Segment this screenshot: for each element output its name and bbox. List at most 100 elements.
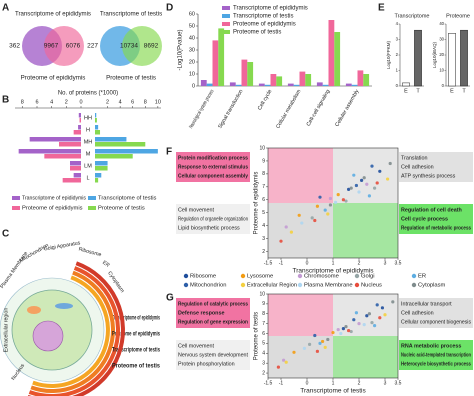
point <box>310 216 314 220</box>
annotation-box <box>399 152 473 182</box>
point <box>321 339 325 344</box>
legend-swatch <box>88 206 96 210</box>
annotation: Lipid biosynthetic process <box>178 225 240 231</box>
annotation-box <box>176 298 250 328</box>
x-tick-label: 0 <box>306 380 309 386</box>
y-tick-label: 3 <box>262 236 265 242</box>
venn-count: 227 <box>87 43 98 50</box>
point <box>378 316 382 320</box>
point <box>375 181 379 185</box>
panel-label: G <box>166 293 174 304</box>
y-tick-label: 0 <box>442 83 445 88</box>
point <box>289 230 293 234</box>
legend-marker <box>240 282 246 288</box>
point <box>308 342 312 346</box>
axis-title: Transcriptome of testis <box>300 388 366 395</box>
annotation: Cellular component biogenesis <box>401 319 471 325</box>
venn-count: 9967 <box>44 43 59 50</box>
y-tick-label: 6 <box>262 331 265 337</box>
point <box>383 313 387 317</box>
category-label: L <box>86 175 89 181</box>
axis-title: Transcriptome of epididymis <box>292 268 374 275</box>
point <box>331 330 335 335</box>
x-tick-label: 0 <box>306 260 309 266</box>
point <box>367 194 371 198</box>
x-tick-label: 8 <box>144 99 147 105</box>
y-tick-label: 2 <box>262 370 265 376</box>
bar <box>78 125 81 130</box>
point <box>365 182 369 186</box>
bar <box>206 83 213 86</box>
point <box>284 225 288 229</box>
x-tick-label: T <box>416 88 420 94</box>
legend-marker <box>297 273 303 279</box>
x-tick-label: 10 <box>155 99 161 105</box>
point <box>341 326 345 331</box>
cell-label: Extracellular region <box>3 308 9 353</box>
legend-label: Transcriptome of epididymis <box>22 196 86 202</box>
legend-label: Extracellular Region <box>247 283 297 289</box>
y-tick-label: 9 <box>262 301 265 307</box>
x-tick-label: 3.5 <box>395 260 402 266</box>
category-label: MH <box>84 139 93 145</box>
x-tick-label: 1 <box>332 380 335 386</box>
legend-label: Proteome of testis <box>233 30 281 36</box>
y-tick-label: 40 <box>439 21 444 26</box>
legend-label: Transcriptome of testis <box>98 196 157 202</box>
cell-label: Ribosome <box>78 246 102 258</box>
legend-label: Transcriptome of epididymis <box>112 316 160 322</box>
legend-label: Lysosome <box>247 274 273 280</box>
bar <box>241 59 248 86</box>
legend-swatch <box>222 6 230 10</box>
y-tick-label: 10 <box>439 68 444 73</box>
point <box>302 346 306 350</box>
legend-marker <box>411 282 417 288</box>
y-tick-label: 4 <box>262 351 265 357</box>
quadrant <box>268 294 333 336</box>
point <box>313 333 317 338</box>
point <box>318 341 322 346</box>
point <box>388 161 392 166</box>
bar <box>95 130 101 135</box>
quadrant <box>268 148 333 203</box>
y-tick-label: 7 <box>262 321 265 327</box>
y-tick-label: 5 <box>262 341 265 347</box>
annotation: Regulation of catalytic process <box>178 301 248 307</box>
y-tick-label: 10 <box>259 145 265 151</box>
bar <box>299 71 306 86</box>
x-tick-label: 2 <box>358 380 361 386</box>
category-label: HH <box>84 115 92 121</box>
point <box>370 321 374 325</box>
annotation: Translation <box>401 155 427 161</box>
bar <box>258 83 265 86</box>
point <box>365 314 369 318</box>
bar <box>460 29 468 87</box>
point <box>323 208 327 212</box>
y-tick-label: 8 <box>262 311 265 317</box>
bar <box>448 33 456 87</box>
bar <box>287 83 294 86</box>
ring-arc <box>30 270 115 393</box>
bar <box>345 83 352 86</box>
annotation-box <box>399 204 473 234</box>
quadrant <box>333 148 398 203</box>
bar <box>235 84 242 86</box>
bar <box>322 84 329 86</box>
x-tick-label: 6 <box>35 99 38 105</box>
y-tick-label: 20 <box>439 52 444 57</box>
point <box>349 329 353 334</box>
bar <box>95 125 99 130</box>
y-tick-label: 30 <box>439 37 444 42</box>
point <box>341 198 345 202</box>
point <box>344 325 348 329</box>
point <box>292 350 296 354</box>
legend-swatch <box>12 196 20 200</box>
legend-label: Plasma Membrane <box>304 283 353 289</box>
point <box>328 196 332 201</box>
point <box>279 239 283 243</box>
annotation: Cellular component assembly <box>178 173 248 179</box>
annotation-box <box>399 298 473 328</box>
point <box>347 187 351 192</box>
x-tick-label: Signal transduction <box>217 89 244 130</box>
